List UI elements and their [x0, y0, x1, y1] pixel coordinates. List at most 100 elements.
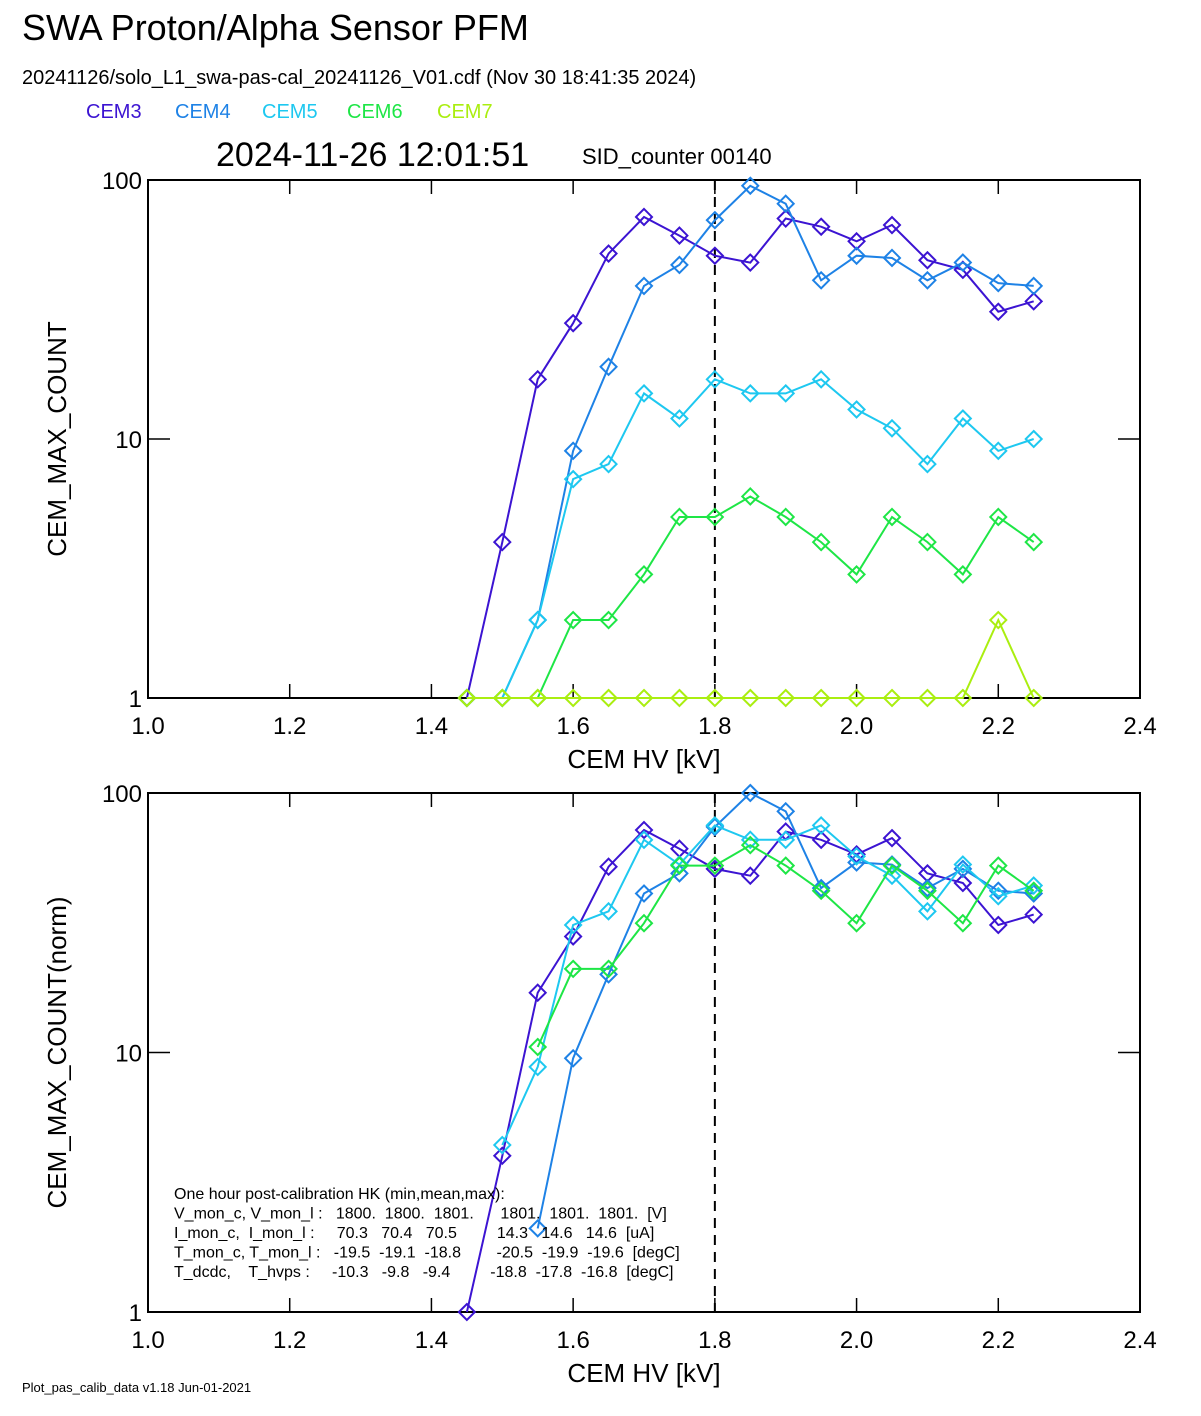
series-line: [536, 843, 1035, 1048]
data-point: [492, 1146, 512, 1166]
title: SWA Proton/Alpha Sensor PFM: [22, 7, 529, 48]
data-point: [811, 816, 831, 835]
data-point: [918, 532, 937, 552]
x-tick-label: 1.0: [131, 713, 164, 740]
data-point: [882, 248, 902, 268]
data-point: [1024, 276, 1044, 296]
data-point: [918, 881, 937, 901]
data-point: [599, 357, 618, 377]
y-tick-label: 100: [102, 168, 142, 195]
data-point: [670, 688, 689, 708]
legend-entry: CEM6: [347, 101, 403, 123]
hk-annotation: T_mon_c, T_mon_l : -19.5 -19.1 -18.8 -20…: [174, 1245, 680, 1262]
hk-annotation: T_dcdc, T_hvps : -10.3 -9.8 -9.4 -18.8 -…: [174, 1264, 674, 1281]
data-point: [953, 253, 973, 272]
data-point: [563, 688, 583, 708]
data-point: [492, 688, 512, 708]
x-tick-label: 1.0: [131, 1327, 164, 1354]
data-point: [528, 610, 548, 630]
series-group: [457, 783, 1044, 1322]
data-point: [599, 688, 618, 708]
data-point: [740, 487, 760, 506]
data-point: [670, 226, 689, 246]
data-point: [634, 565, 654, 584]
series-line: [466, 184, 1034, 699]
data-point: [634, 913, 654, 933]
data-point: [988, 610, 1008, 630]
data-point: [776, 383, 796, 403]
data-point: [882, 688, 902, 708]
data-point: [670, 856, 689, 876]
data-point: [563, 469, 583, 489]
y-tick-label: 100: [102, 781, 142, 808]
data-point: [599, 244, 618, 263]
data-point: [1024, 905, 1044, 924]
data-point: [563, 915, 583, 935]
data-point: [918, 878, 937, 898]
data-point: [634, 884, 654, 903]
data-point: [988, 915, 1008, 935]
x-tick-label: 1.4: [415, 1327, 448, 1354]
data-point: [634, 830, 654, 850]
y-tick-label: 10: [115, 1041, 142, 1068]
data-point: [492, 532, 512, 552]
data-point: [1024, 291, 1044, 311]
data-point: [776, 507, 796, 527]
data-point: [953, 260, 973, 280]
data-point: [953, 688, 973, 708]
x-tick-label: 1.8: [698, 713, 731, 740]
data-point: [705, 817, 725, 837]
x-tick-label: 1.8: [698, 1327, 731, 1354]
data-point: [1024, 876, 1044, 895]
data-point: [988, 302, 1008, 322]
x-tick-label: 2.4: [1123, 1327, 1156, 1354]
data-point: [988, 507, 1008, 527]
data-point: [634, 207, 654, 227]
data-point: [705, 688, 725, 708]
data-point: [953, 565, 973, 584]
x-tick-label: 2.2: [982, 713, 1015, 740]
data-point: [740, 783, 760, 803]
data-point: [634, 820, 654, 840]
data-point: [953, 409, 973, 428]
x-tick-label: 1.2: [273, 713, 306, 740]
data-point: [599, 901, 618, 921]
x-axis-label: CEM HV [kV]: [567, 744, 720, 774]
data-point: [740, 688, 760, 708]
series-group: [457, 176, 1044, 708]
y-axis-label: CEM_MAX_COUNT(norm): [42, 896, 72, 1208]
legend-entry: CEM4: [175, 101, 231, 123]
data-point: [634, 383, 654, 403]
data-point: [740, 253, 760, 272]
data-point: [528, 983, 548, 1003]
data-point: [847, 565, 866, 584]
data-point: [634, 276, 654, 296]
data-point: [918, 250, 937, 270]
data-point: [1024, 884, 1044, 903]
data-point: [492, 1135, 512, 1155]
data-point: [1024, 429, 1044, 449]
data-point: [740, 830, 760, 850]
data-point: [740, 176, 760, 196]
y-tick-label: 1: [129, 686, 142, 713]
data-point: [811, 688, 831, 708]
data-point: [670, 255, 689, 275]
data-point: [528, 688, 548, 708]
data-point: [563, 441, 583, 461]
data-point: [882, 507, 902, 527]
data-point: [563, 313, 583, 333]
data-point: [882, 828, 902, 848]
data-point: [705, 246, 725, 266]
data-point: [599, 454, 618, 474]
data-point: [811, 369, 831, 389]
data-point: [740, 383, 760, 403]
data-point: [988, 441, 1008, 461]
y-tick-label: 1: [129, 1300, 142, 1327]
data-point: [705, 210, 725, 230]
series-line: [465, 828, 1034, 1313]
data-point: [953, 913, 973, 933]
data-point: [563, 927, 583, 946]
data-point: [953, 855, 973, 874]
data-point: [670, 863, 689, 883]
data-point: [457, 1302, 477, 1322]
